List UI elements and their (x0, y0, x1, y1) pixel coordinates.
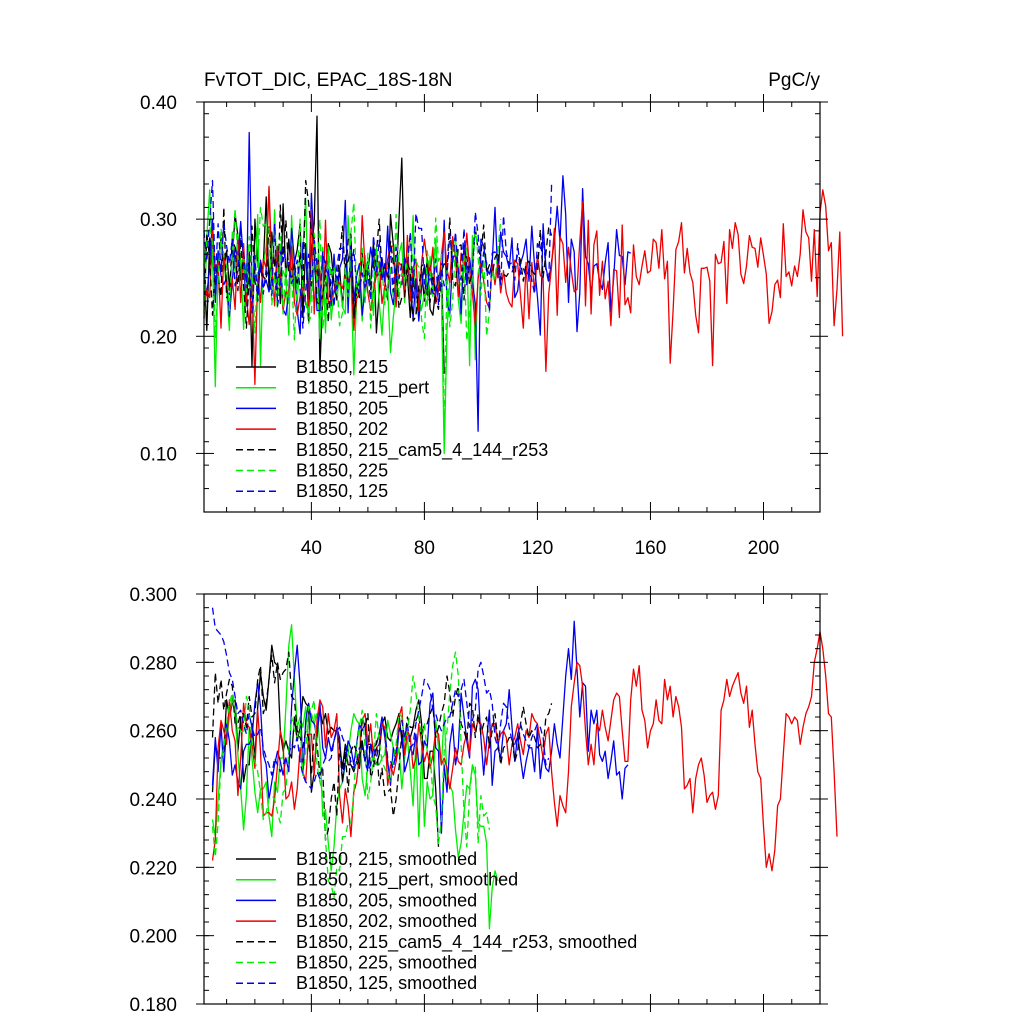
top-series-line-6 (203, 179, 553, 329)
y-tick-label: 0.200 (129, 927, 177, 948)
top-series-group (203, 115, 844, 455)
bottom-ticks-group: 0.180 0.200 0.220 0.240 0.260 0.280 0.300 (129, 585, 828, 1016)
top-series-line-5 (203, 202, 502, 442)
bottom-series-line-5 (211, 651, 491, 899)
x-tick-label: 160 (635, 538, 667, 559)
y-tick-label: 0.180 (129, 995, 177, 1016)
x-tick-label: 200 (748, 538, 780, 559)
legend-label: B1850, 225 (296, 461, 388, 481)
bottom-panel: 0.180 0.200 0.220 0.240 0.260 0.280 0.300 B185… (129, 585, 838, 1016)
legend-label: B1850, 205 (296, 398, 388, 418)
y-tick-label: 0.300 (129, 585, 177, 606)
bottom-series-line-0 (211, 644, 440, 847)
x-tick-label: 120 (522, 538, 554, 559)
top-panel: FvTOT_DIC, EPAC_18S-18N PgC/y 40 80 120 160… (140, 70, 844, 559)
y-tick-label: 0.220 (129, 858, 177, 879)
y-tick-label: 0.20 (140, 327, 177, 348)
legend-label: B1850, 125 (296, 481, 388, 501)
y-tick-label: 0.10 (140, 444, 177, 465)
legend-label: B1850, 125, smoothed (296, 973, 477, 993)
legend-label: B1850, 205, smoothed (296, 890, 477, 910)
legend-label: B1850, 215_pert (296, 378, 429, 399)
units-label: PgC/y (768, 70, 820, 91)
x-tick-label: 80 (414, 538, 435, 559)
y-tick-label: 0.40 (140, 93, 177, 114)
top-plot-frame (203, 101, 821, 513)
legend-label: B1850, 215 (296, 357, 388, 377)
y-tick-label: 0.260 (129, 722, 177, 743)
bottom-series-line-3 (211, 630, 838, 872)
legend-label: B1850, 202, smoothed (296, 911, 477, 931)
top-series-line-3 (203, 185, 844, 385)
y-tick-label: 0.30 (140, 210, 177, 231)
legend-label: B1850, 215_pert, smoothed (296, 870, 518, 891)
legend-label: B1850, 202 (296, 419, 388, 439)
top-series-line-4 (203, 179, 553, 329)
bottom-series-line-6 (211, 607, 550, 790)
legend-label: B1850, 215, smoothed (296, 849, 477, 869)
bottom-series-group (211, 607, 838, 930)
y-tick-label: 0.240 (129, 790, 177, 811)
y-tick-label: 0.280 (129, 653, 177, 674)
legend-label: B1850, 225, smoothed (296, 953, 477, 973)
bottom-series-line-4 (211, 651, 553, 841)
legend-label: B1850, 215_cam5_4_144_r253, smoothed (296, 932, 637, 953)
chart-title: FvTOT_DIC, EPAC_18S-18N (204, 70, 452, 91)
legend-label: B1850, 215_cam5_4_144_r253 (296, 440, 548, 461)
top-ticks-group: 40 80 120 160 200 0.10 0.20 0.30 0.40 (140, 93, 828, 559)
x-tick-label: 40 (301, 538, 322, 559)
